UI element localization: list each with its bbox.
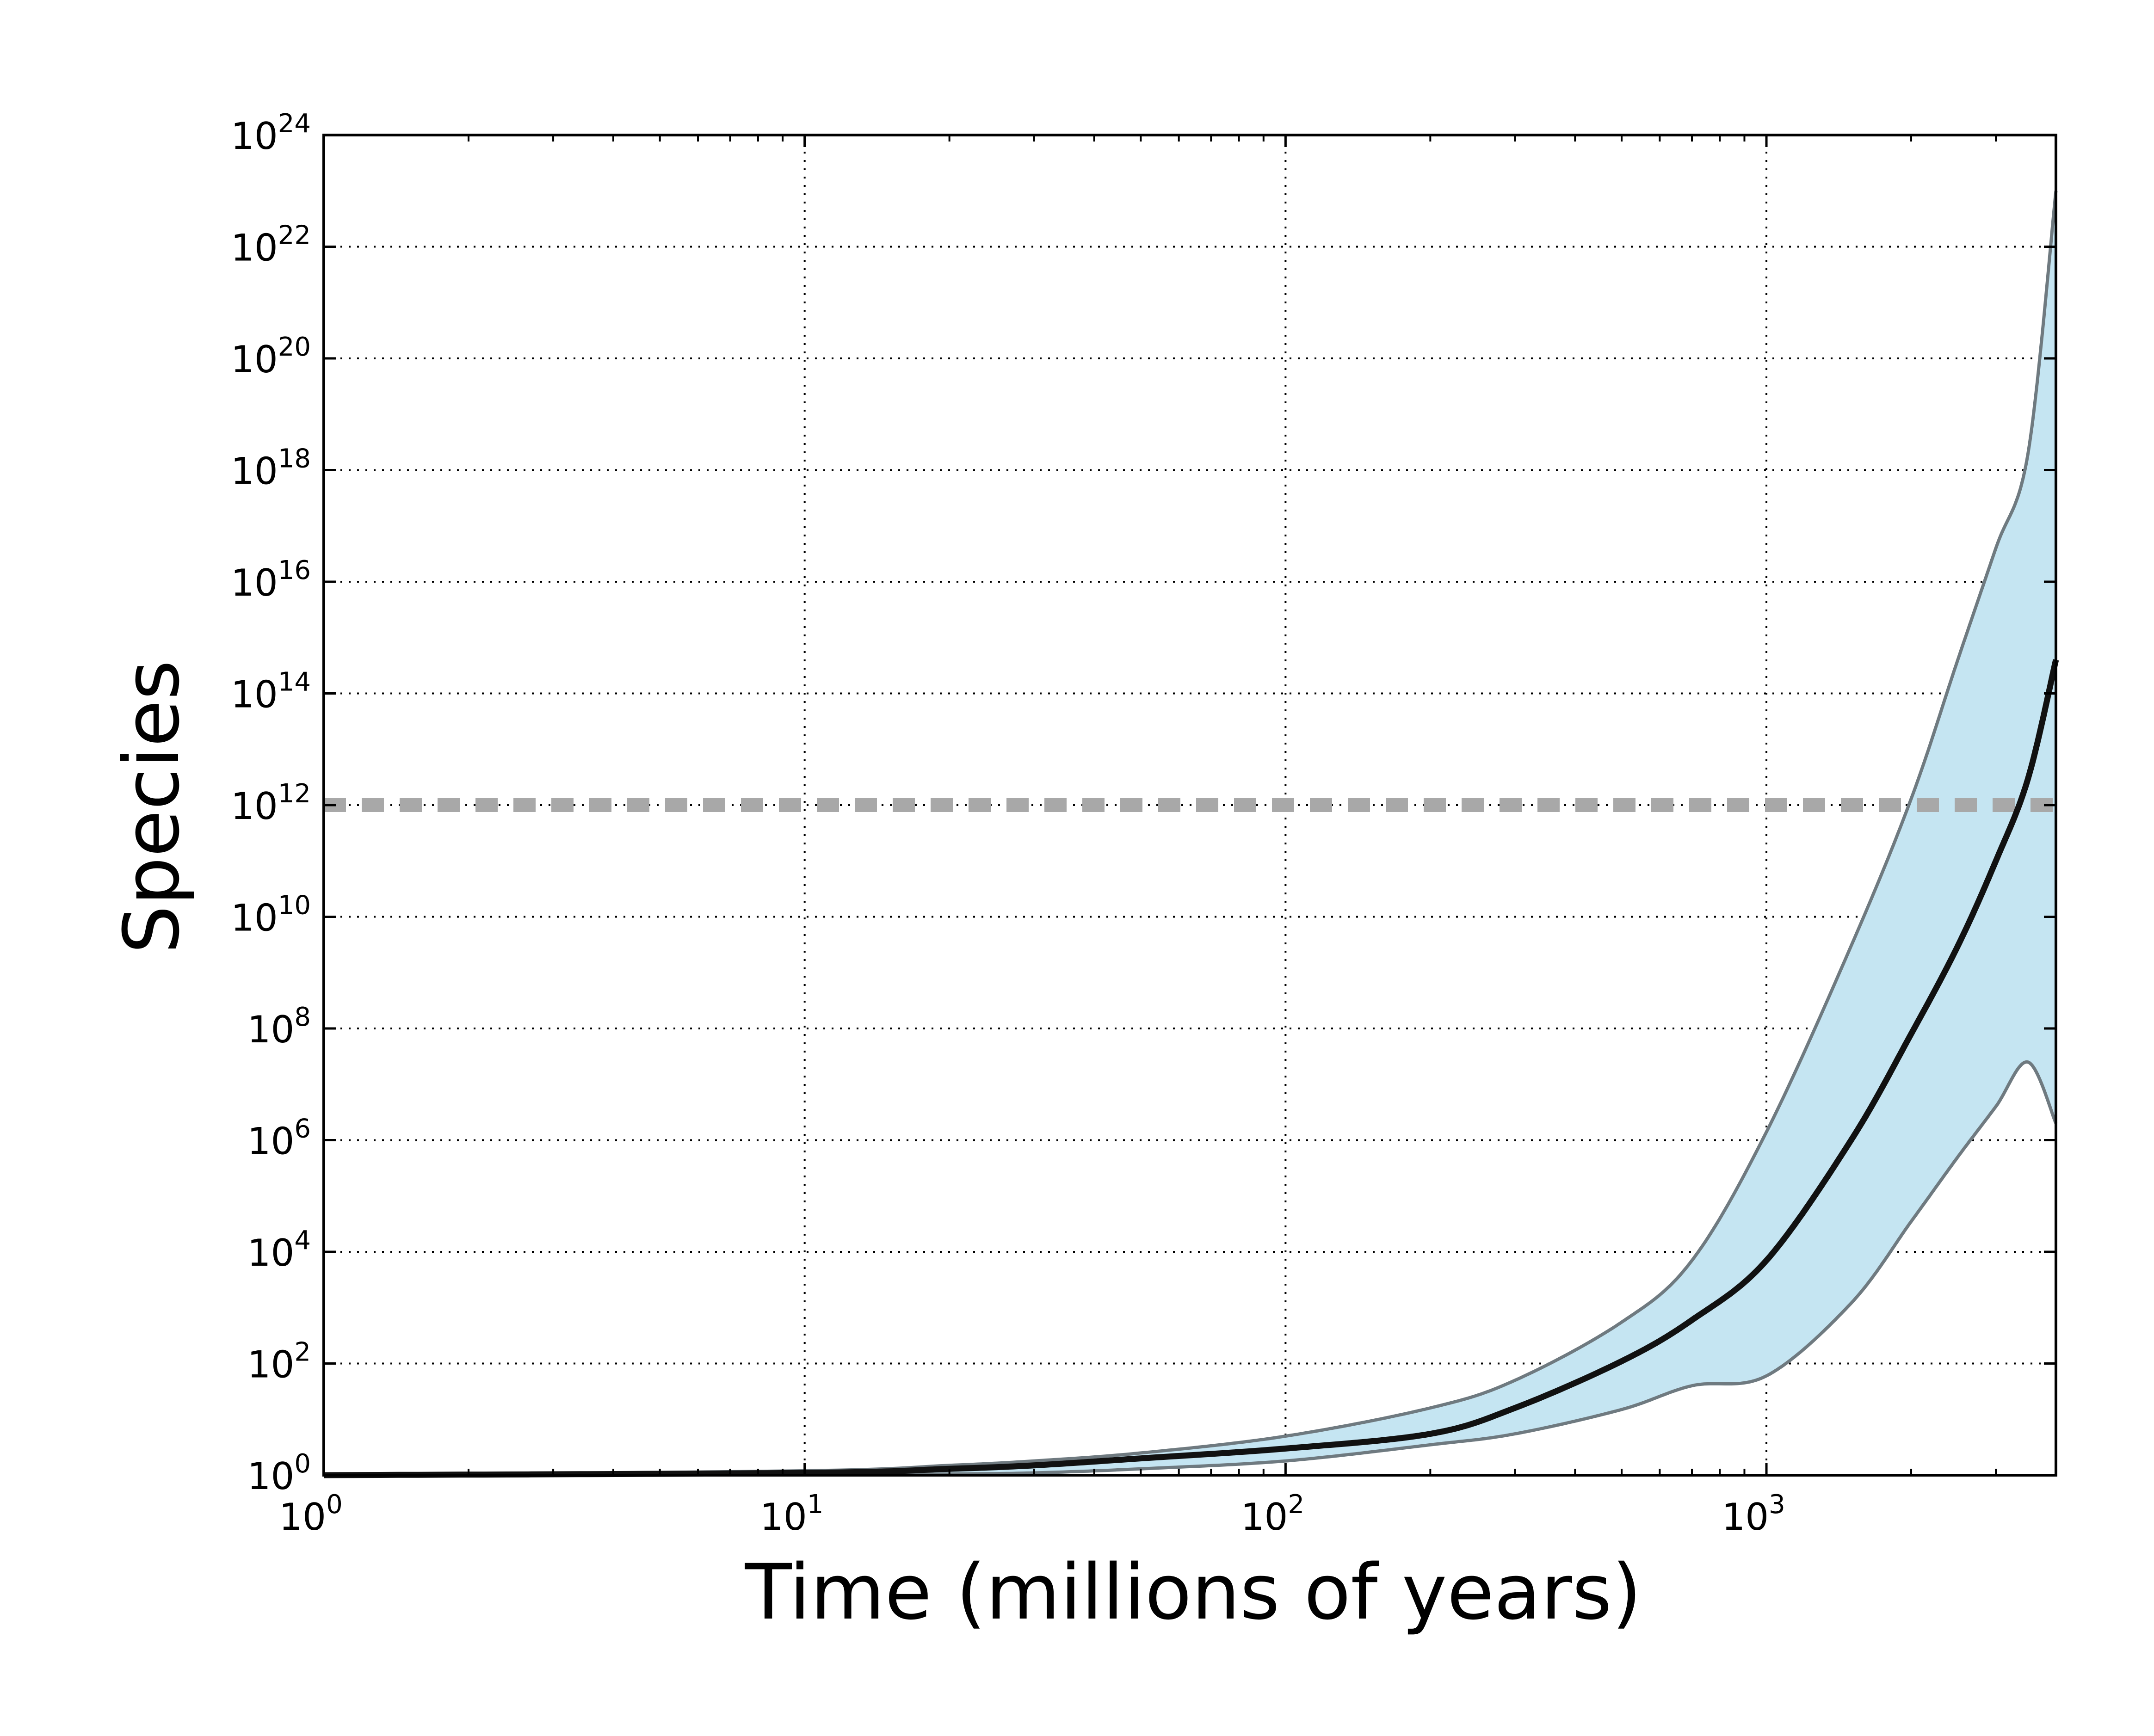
band-lower-edge (324, 1060, 2058, 1477)
x-tick-label: 103 (1722, 1490, 1785, 1539)
series-layer (323, 659, 2059, 1478)
y-tick-label: 1020 (231, 332, 311, 381)
y-tick-label: 1012 (231, 779, 311, 828)
band-upper-edge (323, 191, 2058, 1477)
y-tick-label: 1024 (231, 109, 311, 158)
axes-layer (322, 134, 2057, 1477)
tick-label-layer: 100 101 102 103 100 102 104 106 108 1010 1012 1014 1… (231, 109, 1785, 1539)
y-axis-title: Species (107, 660, 196, 954)
y-tick-label: 100 (247, 1449, 311, 1498)
uncertainty-band-layer (323, 191, 2058, 1477)
x-tick-label: 101 (760, 1490, 823, 1539)
y-tick-label: 1022 (231, 221, 311, 270)
x-tick-label: 102 (1241, 1490, 1304, 1539)
y-tick-label: 1010 (231, 891, 311, 940)
x-axis-title: Time (millions of years) (745, 1548, 1642, 1637)
y-tick-label: 104 (247, 1225, 311, 1274)
series-line (323, 659, 2059, 1478)
y-tick-label: 102 (247, 1337, 311, 1386)
y-tick-label: 1018 (231, 444, 311, 493)
uncertainty-band (324, 191, 2056, 1475)
y-tick-label: 106 (247, 1114, 311, 1163)
x-tick-label: 100 (279, 1490, 342, 1539)
y-tick-label: 108 (247, 1002, 311, 1051)
y-tick-label: 1016 (231, 555, 311, 604)
y-tick-label: 1014 (231, 667, 311, 716)
